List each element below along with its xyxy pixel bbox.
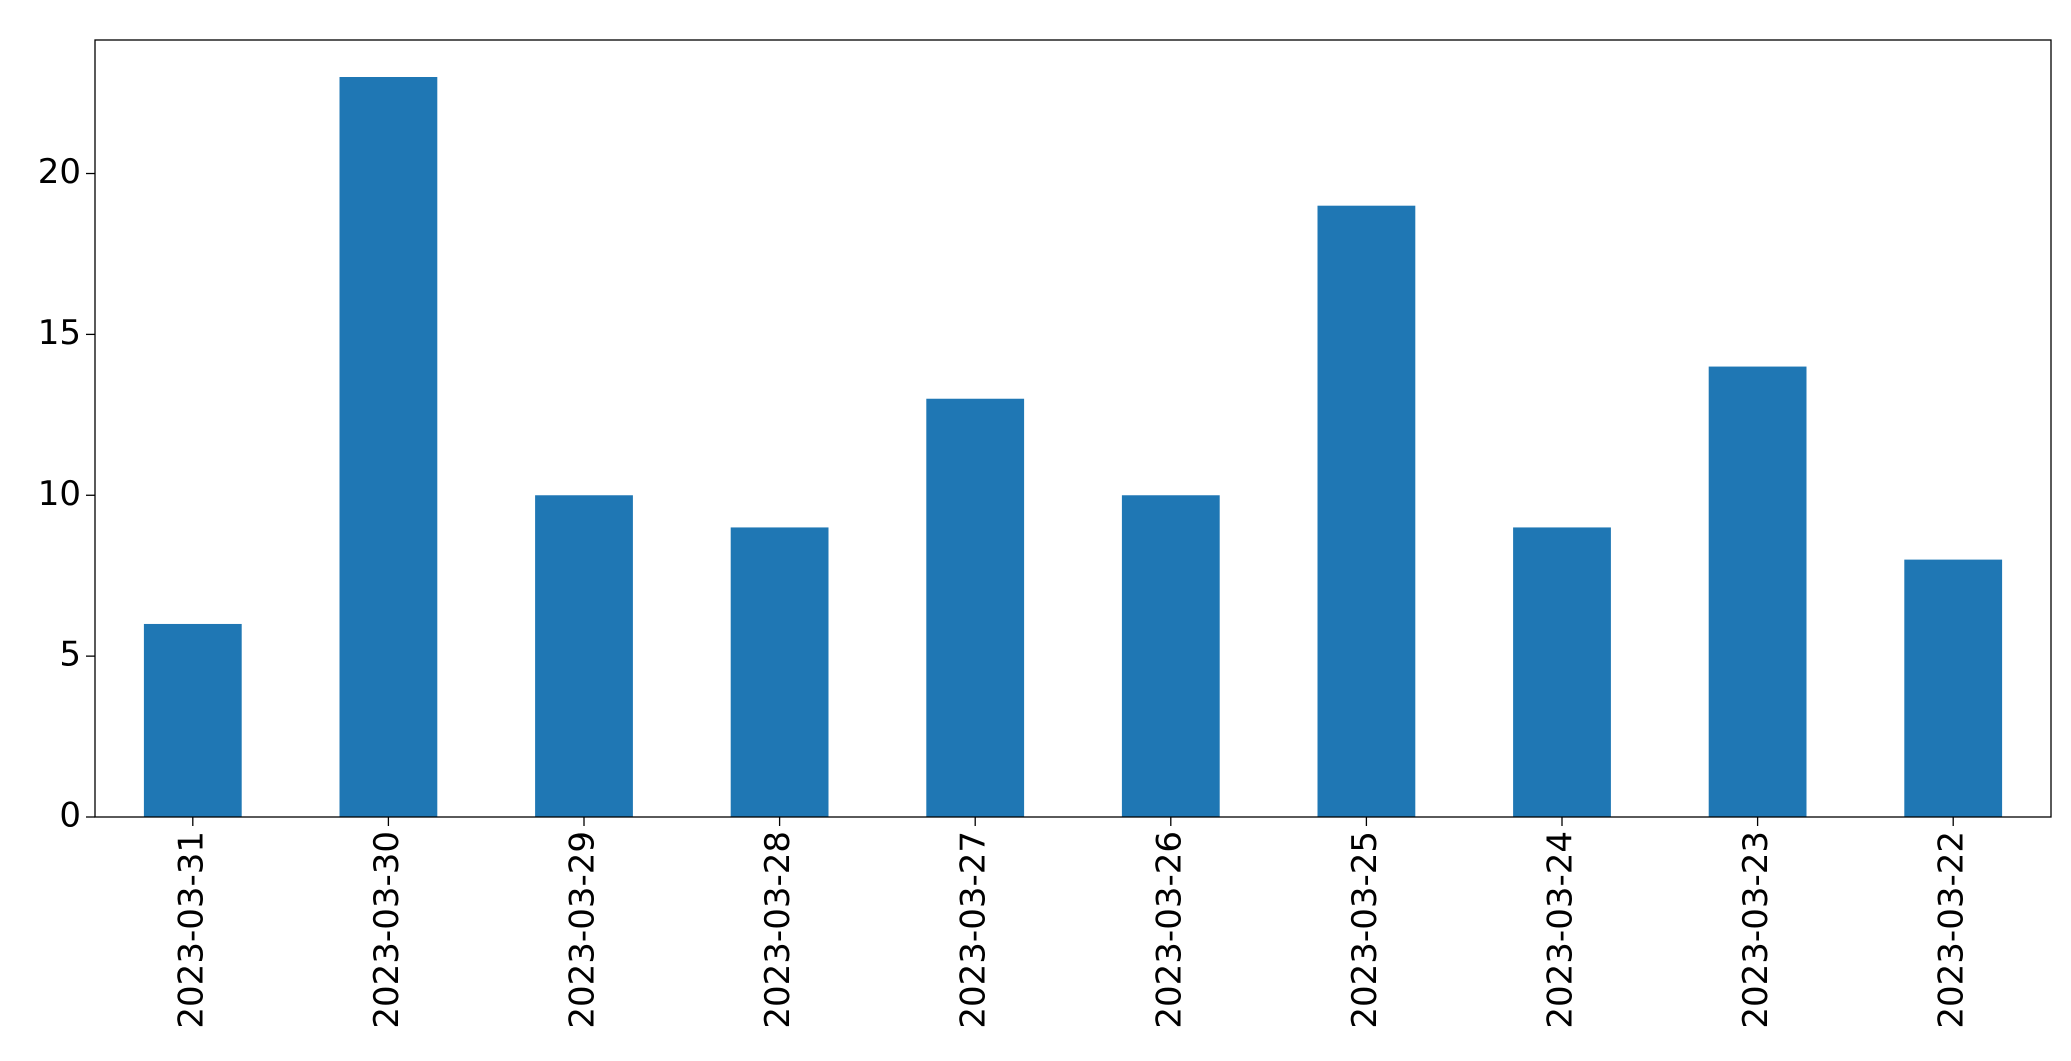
- x-tick-label: 2023-03-28: [758, 831, 798, 1029]
- y-tick-label: 15: [38, 313, 81, 353]
- y-tick-label: 10: [38, 474, 81, 514]
- x-tick-label: 2023-03-22: [1932, 831, 1972, 1029]
- bar: [143, 623, 242, 817]
- x-tick-label: 2023-03-27: [954, 831, 994, 1029]
- x-tick-label: 2023-03-26: [1149, 831, 1189, 1029]
- bar: [1708, 366, 1807, 817]
- bar: [1121, 495, 1220, 817]
- bar: [339, 77, 438, 817]
- axes-frame: [94, 39, 2052, 818]
- bar: [1904, 559, 2003, 817]
- bar: [926, 398, 1025, 817]
- x-tick-label: 2023-03-25: [1345, 831, 1385, 1029]
- y-tick-label: 5: [59, 635, 81, 675]
- y-tick-label: 20: [38, 152, 81, 192]
- bar: [1513, 527, 1611, 817]
- x-tick-label: 2023-03-23: [1736, 831, 1776, 1029]
- bar: [730, 527, 829, 817]
- bar: [1317, 205, 1416, 817]
- x-tick-label: 2023-03-30: [367, 831, 407, 1029]
- y-tick-label: 0: [59, 796, 81, 836]
- x-tick-label: 2023-03-29: [563, 831, 603, 1029]
- x-tick-label: 2023-03-24: [1541, 831, 1581, 1029]
- bar: [535, 495, 633, 817]
- x-tick-label: 2023-03-31: [171, 831, 211, 1029]
